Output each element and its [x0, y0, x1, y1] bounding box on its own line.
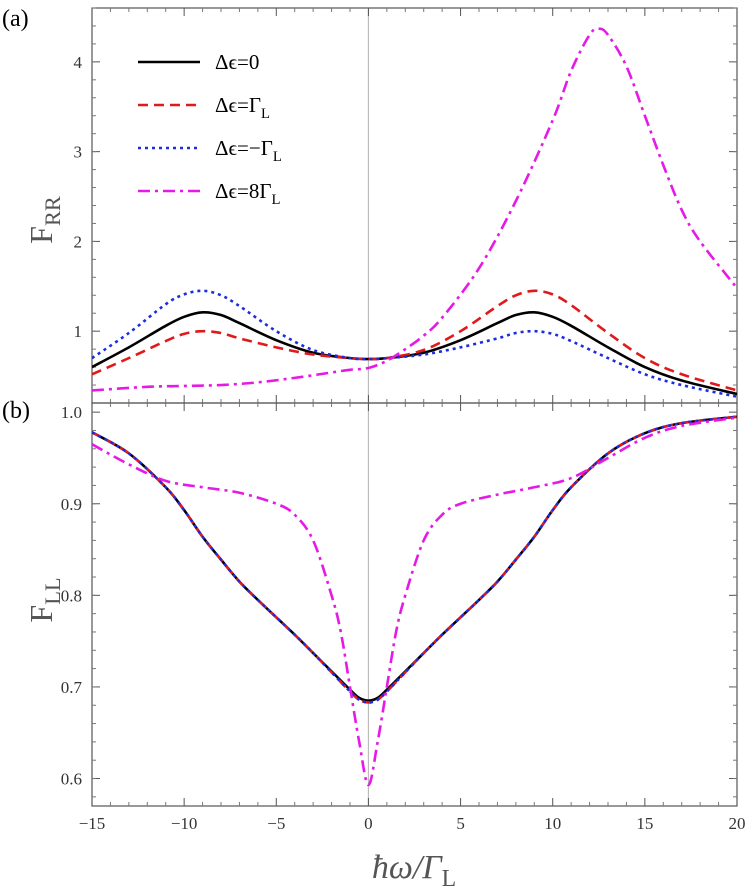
legend-label-1: Δϵ=ΓL	[215, 93, 270, 122]
panel-a-plot: 1 2 3 4	[74, 7, 738, 404]
panel-a-y-axis-label: FRR	[23, 196, 65, 244]
panel-a-y-tick-label: 1	[74, 322, 83, 341]
x-tick-label: 10	[544, 814, 561, 833]
panel-b-y-tick-label: 0.8	[61, 586, 82, 605]
legend-label-3: Δϵ=8ΓL	[215, 179, 281, 208]
panel-b-y-axis-label: FLL	[23, 577, 65, 622]
panel-b-tag: (b)	[2, 398, 30, 424]
panel-b-series-3-line	[92, 416, 737, 787]
x-tick-label: −15	[79, 814, 106, 833]
panel-a-series-0-line	[92, 310, 737, 396]
panel-b-y-tick-label: 0.9	[61, 495, 82, 514]
panel-a-tag: (a)	[2, 6, 29, 32]
x-tick-label: 15	[636, 814, 653, 833]
panel-a-series-3-line	[92, 27, 737, 392]
panel-b-y-tick-label: 0.7	[61, 678, 83, 697]
legend-label-0: Δϵ=0	[215, 50, 259, 74]
panel-b-series-0-line	[92, 415, 737, 702]
panel-a-y-tick-label: 4	[74, 53, 83, 72]
x-tick-label: 20	[729, 814, 746, 833]
legend-label-2: Δϵ=−ΓL	[215, 136, 282, 165]
x-tick-label: 5	[456, 814, 465, 833]
panel-b-plot: −15 −10 −5 0 5 10 15 20 0.6 0.7 0.8 0.9 1.0	[61, 402, 746, 833]
legend: Δϵ=0 Δϵ=ΓL Δϵ=−ΓL Δϵ=8ΓL	[138, 50, 282, 208]
panel-a-series-1-line	[92, 289, 737, 392]
panel-a-y-tick-label: 2	[74, 232, 83, 251]
panel-b-y-tick-label: 1.0	[61, 403, 82, 422]
panel-b-series-1-line	[92, 415, 737, 704]
panel-b-y-tick-label: 0.6	[61, 770, 82, 789]
panel-a-y-tick-label: 3	[74, 143, 83, 162]
x-tick-label: −10	[171, 814, 198, 833]
panel-b-frame	[91, 402, 738, 807]
x-axis-label: ħω/ΓL	[372, 849, 456, 892]
x-tick-label: 0	[364, 814, 373, 833]
x-tick-label: −5	[267, 814, 285, 833]
panel-b-series-2-line	[92, 415, 737, 704]
